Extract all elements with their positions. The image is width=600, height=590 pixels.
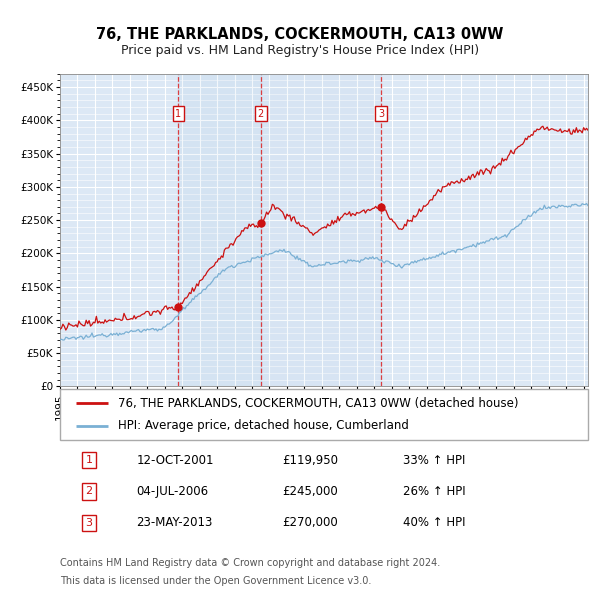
- Text: HPI: Average price, detached house, Cumberland: HPI: Average price, detached house, Cumb…: [118, 419, 409, 432]
- Text: 04-JUL-2006: 04-JUL-2006: [137, 485, 209, 498]
- Text: £245,000: £245,000: [282, 485, 338, 498]
- Text: 76, THE PARKLANDS, COCKERMOUTH, CA13 0WW (detached house): 76, THE PARKLANDS, COCKERMOUTH, CA13 0WW…: [118, 397, 518, 410]
- Text: 40% ↑ HPI: 40% ↑ HPI: [403, 516, 466, 529]
- Text: 23-MAY-2013: 23-MAY-2013: [137, 516, 213, 529]
- Text: 2: 2: [85, 486, 92, 496]
- Bar: [261, 74, 381, 386]
- Text: 12-OCT-2001: 12-OCT-2001: [137, 454, 214, 467]
- Text: This data is licensed under the Open Government Licence v3.0.: This data is licensed under the Open Gov…: [60, 576, 371, 586]
- Text: 1: 1: [175, 109, 181, 119]
- Text: 3: 3: [86, 518, 92, 528]
- Text: 33% ↑ HPI: 33% ↑ HPI: [403, 454, 466, 467]
- Text: 3: 3: [378, 109, 384, 119]
- Text: 1: 1: [86, 455, 92, 465]
- Bar: [178, 74, 261, 386]
- Text: 26% ↑ HPI: 26% ↑ HPI: [403, 485, 466, 498]
- Text: 2: 2: [257, 109, 264, 119]
- Text: Contains HM Land Registry data © Crown copyright and database right 2024.: Contains HM Land Registry data © Crown c…: [60, 558, 440, 568]
- Text: Price paid vs. HM Land Registry's House Price Index (HPI): Price paid vs. HM Land Registry's House …: [121, 44, 479, 57]
- Text: 76, THE PARKLANDS, COCKERMOUTH, CA13 0WW: 76, THE PARKLANDS, COCKERMOUTH, CA13 0WW: [97, 27, 503, 41]
- Text: £270,000: £270,000: [282, 516, 338, 529]
- Text: £119,950: £119,950: [282, 454, 338, 467]
